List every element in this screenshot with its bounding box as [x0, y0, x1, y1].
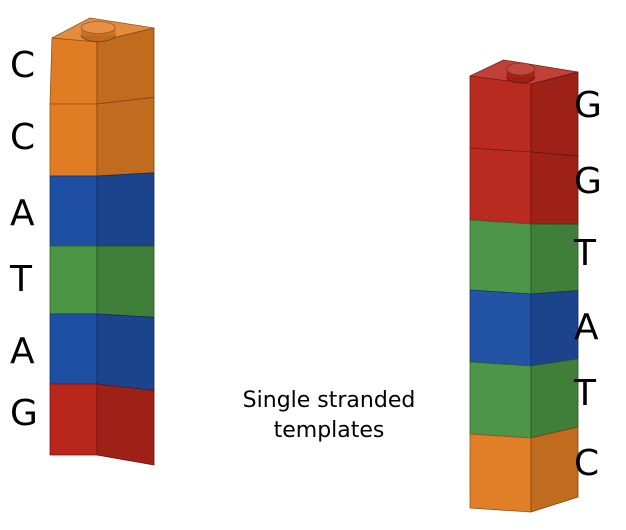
right-block-1-side — [530, 71, 579, 157]
left-base-label-4: T — [10, 259, 32, 300]
left-block-1-front — [49, 37, 98, 105]
left-base-label-3: A — [10, 193, 35, 234]
left-base-label-2: C — [10, 117, 36, 158]
left-block-5-side — [96, 313, 155, 392]
left-block-5-front — [49, 313, 98, 385]
left-block-3-front — [49, 175, 98, 247]
left-base-label-6: G — [10, 393, 38, 434]
left-block-6-front — [49, 383, 98, 456]
caption-line-1: Single stranded — [242, 388, 416, 413]
left-block-2-side — [96, 96, 155, 177]
left-block-4-side — [96, 245, 155, 318]
left-stud-top — [80, 21, 116, 34]
right-base-label-6: C — [574, 443, 600, 484]
right-block-4-side — [530, 290, 579, 367]
left-block-4-front — [49, 245, 98, 315]
right-block-5-side — [530, 358, 579, 439]
right-block-1-front — [469, 75, 532, 153]
right-block-4-front — [469, 289, 532, 367]
right-base-label-4: A — [574, 307, 599, 348]
right-block-3-side — [530, 223, 579, 295]
left-block-2-front — [49, 103, 98, 177]
right-block-3-front — [469, 219, 532, 295]
right-block-2-side — [530, 151, 579, 225]
right-stud-top — [506, 62, 536, 76]
caption: Single stranded templates — [214, 386, 444, 446]
right-strand-stack — [469, 59, 579, 513]
left-base-label-1: C — [10, 45, 36, 86]
left-block-6-side — [96, 383, 155, 466]
right-block-6-front — [469, 433, 532, 513]
left-base-label-5: A — [10, 331, 35, 372]
right-block-5-front — [469, 361, 532, 439]
left-strand-stack — [49, 17, 155, 466]
right-base-label-1: G — [574, 85, 602, 126]
right-base-label-3: T — [574, 233, 596, 274]
left-block-3-side — [96, 172, 155, 247]
right-block-6-side — [530, 426, 579, 513]
caption-line-2: templates — [273, 418, 385, 443]
right-base-label-5: T — [574, 373, 596, 414]
right-block-2-front — [469, 147, 532, 225]
right-base-label-2: G — [574, 161, 602, 202]
